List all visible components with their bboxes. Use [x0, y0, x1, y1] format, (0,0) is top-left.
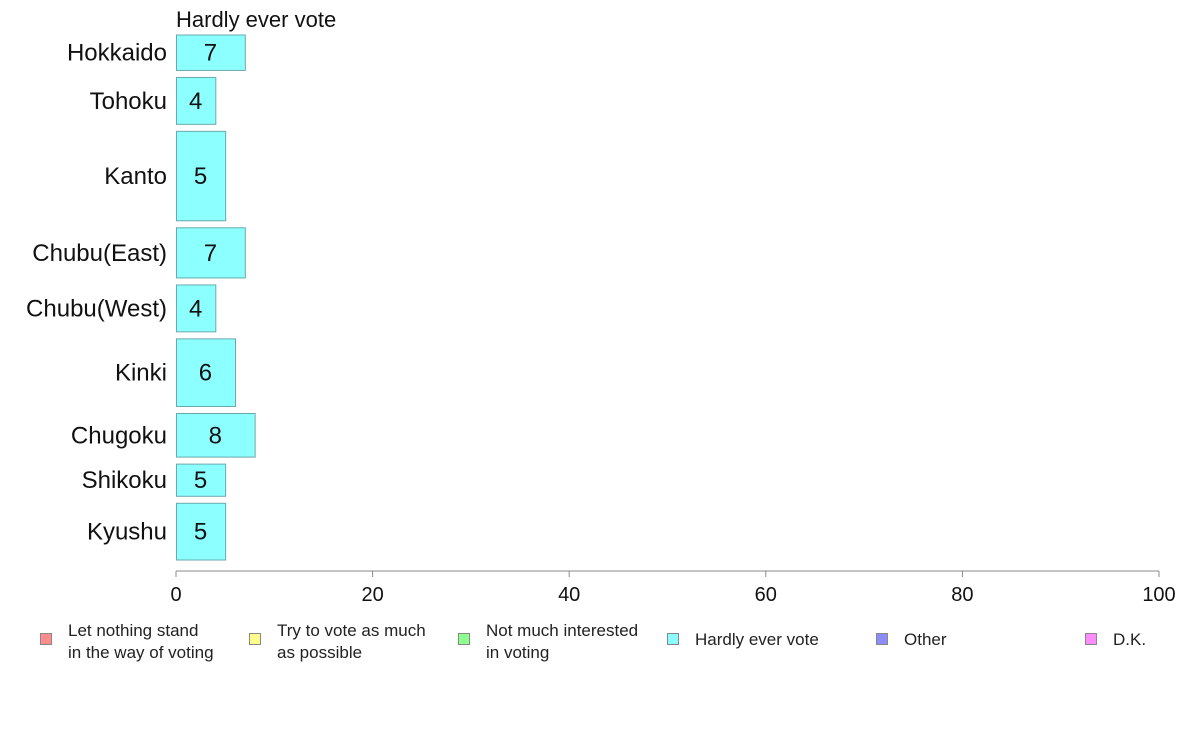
category-label: Kanto: [104, 163, 167, 190]
bar-value-label: 5: [194, 519, 207, 546]
legend-swatch: [458, 633, 470, 645]
category-label: Tohoku: [90, 88, 167, 115]
bar-value-label: 5: [194, 163, 207, 190]
legend-item-let-nothing-stand: Let nothing stand in the way of voting: [40, 620, 214, 664]
legend-label: Other: [904, 630, 947, 649]
bar-value-label: 8: [209, 422, 222, 449]
bar-chubu-east: [176, 227, 246, 279]
legend-swatch: [249, 633, 261, 645]
legend-label: Hardly ever vote: [695, 630, 819, 649]
bar-tohoku: [176, 76, 217, 125]
x-tick-label: 80: [951, 584, 973, 606]
legend-swatch: [40, 633, 52, 645]
x-axis: 0 20 40 60 80 100: [170, 570, 1176, 606]
category-label: Shikoku: [82, 467, 167, 494]
bar-value-label: 6: [199, 360, 212, 387]
bar-chugoku: [176, 412, 256, 458]
category-label: Hokkaido: [67, 40, 167, 67]
chart-title: Hardly ever vote: [176, 7, 336, 32]
bar-value-label: 5: [194, 467, 207, 494]
category-label: Kinki: [115, 360, 167, 387]
bar-chubu-west: [176, 284, 217, 333]
category-label: Chubu(West): [26, 295, 167, 322]
legend-swatch: [876, 633, 888, 645]
bars-group: 7 Hokkaido 4 Tohoku 5 Kanto 7 Chubu(East) 4 Chubu…: [26, 34, 256, 561]
legend-item-hardly-ever-vote: Hardly ever vote: [667, 620, 819, 651]
category-label: Kyushu: [87, 519, 167, 546]
bar-value-label: 4: [189, 88, 202, 115]
legend: Let nothing stand in the way of voting T…: [0, 620, 1188, 680]
category-label: Chugoku: [71, 422, 167, 449]
bar-value-label: 4: [189, 295, 202, 322]
x-tick-label: 20: [361, 584, 383, 606]
bar-value-label: 7: [204, 40, 217, 67]
x-tick-label: 100: [1142, 584, 1175, 606]
bar-kyushu: [176, 502, 227, 561]
legend-label: Let nothing stand in the way of voting: [68, 621, 214, 662]
bar-value-label: 7: [204, 240, 217, 267]
x-tick-label: 40: [558, 584, 580, 606]
legend-swatch: [1085, 633, 1097, 645]
legend-item-other: Other: [876, 620, 947, 651]
legend-label: D.K.: [1113, 630, 1147, 649]
bar-kanto: [176, 130, 227, 222]
bar-kinki: [176, 338, 236, 407]
legend-swatch: [667, 633, 679, 645]
bar-hokkaido: [176, 34, 246, 71]
bar-chart: Hardly ever vote 7Hokkaido4Tohoku5Kanto7…: [26, 7, 1176, 606]
x-tick-label: 0: [170, 584, 181, 606]
x-tick-label: 60: [755, 584, 777, 606]
bar-shikoku: [176, 463, 227, 497]
legend-item-try-to-vote: Try to vote as much as possible: [249, 620, 426, 664]
legend-label: Not much interested in voting: [486, 621, 639, 662]
legend-item-dk: D.K.: [1085, 620, 1146, 651]
legend-item-not-much-interested: Not much interested in voting: [458, 620, 638, 664]
category-label: Chubu(East): [32, 240, 167, 267]
legend-label: Try to vote as much as possible: [277, 621, 426, 662]
